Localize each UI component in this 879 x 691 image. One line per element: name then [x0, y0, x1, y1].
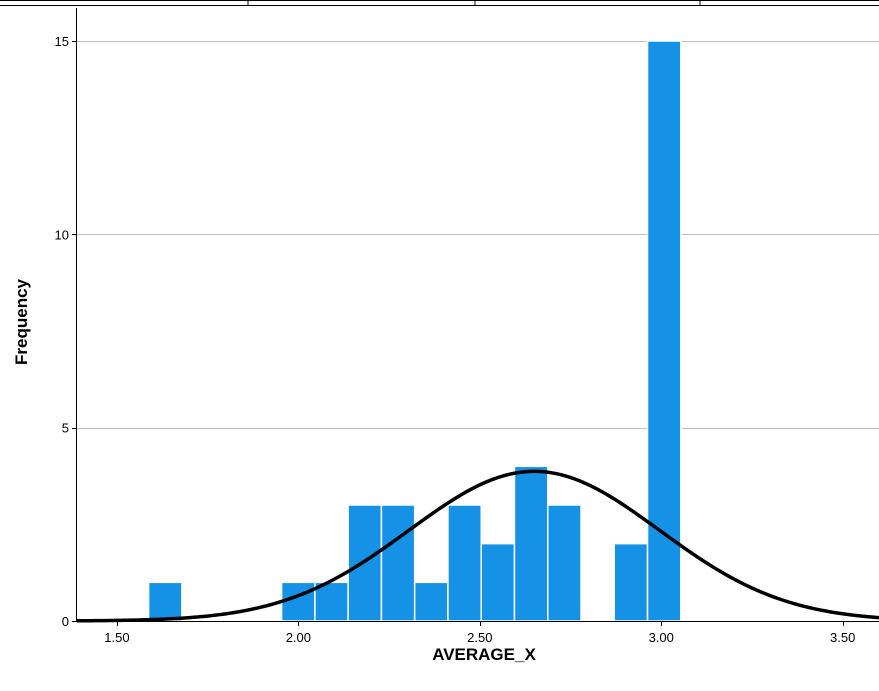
histogram-bar-8 — [513, 465, 549, 622]
y-tick-labels: 0 5 10 15 — [55, 34, 77, 629]
histogram-bar-9 — [546, 504, 582, 622]
x-tick-label-0: 1.50 — [104, 630, 129, 645]
histogram-bar-0 — [147, 581, 183, 622]
y-tick-label-0: 0 — [62, 614, 69, 629]
x-tick-label-1: 2.00 — [286, 630, 311, 645]
gridlines — [77, 41, 879, 429]
top-border-strip — [0, 0, 879, 6]
histogram-bar-7 — [480, 542, 516, 622]
y-tick-label-1: 5 — [62, 421, 69, 436]
x-tick-labels: 1.50 2.00 2.50 3.00 3.50 — [104, 621, 855, 645]
histogram-bar-10 — [613, 542, 649, 622]
histogram-bar-4 — [380, 504, 416, 622]
axes — [76, 8, 879, 622]
x-axis-title: AVERAGE_X — [432, 645, 536, 664]
y-axis-title: Frequency — [12, 278, 31, 365]
histogram-bar-1 — [280, 581, 316, 622]
histogram-bars — [147, 40, 682, 622]
x-tick-label-4: 3.50 — [830, 630, 855, 645]
y-tick-label-2: 10 — [55, 227, 69, 242]
normal-curve — [76, 469, 879, 623]
histogram-bar-6 — [447, 504, 482, 622]
y-tick-label-3: 15 — [55, 34, 69, 49]
x-tick-label-2: 2.50 — [467, 630, 492, 645]
x-tick-label-3: 3.00 — [649, 630, 674, 645]
histogram-bar-5 — [413, 581, 449, 622]
